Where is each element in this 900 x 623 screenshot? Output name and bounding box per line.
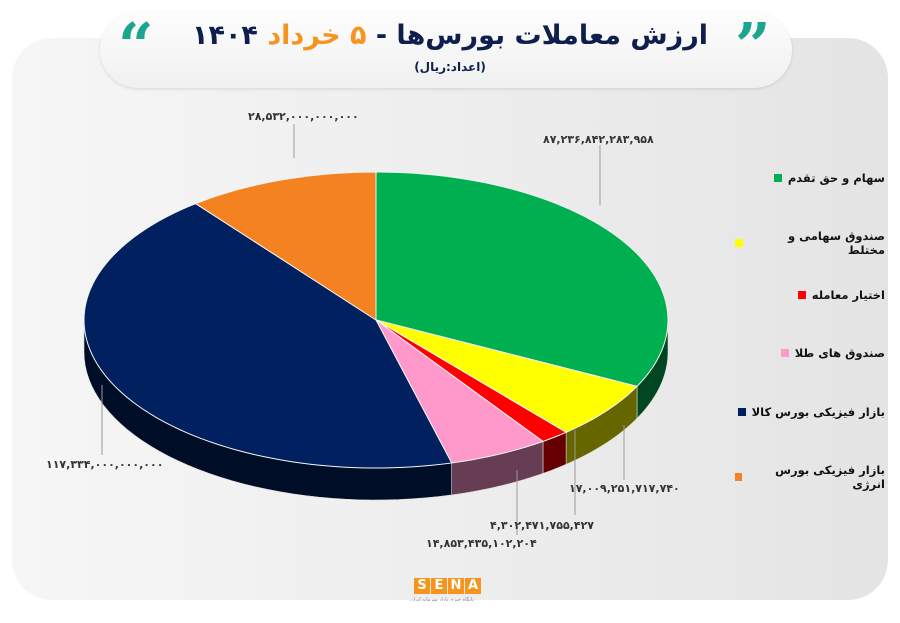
close-quote-icon: ” xyxy=(735,9,771,82)
value-label-4: ۱۱۷,۳۳۴,۰۰۰,۰۰۰,۰۰۰ xyxy=(46,458,164,471)
title-bar xyxy=(100,12,792,88)
value-label-1: ۱۷,۰۰۹,۲۵۱,۷۱۷,۷۴۰ xyxy=(569,482,680,495)
legend-label: سهام و حق تقدم xyxy=(787,171,885,185)
unit-subtitle: (اعداد:ریال) xyxy=(414,60,486,74)
value-label-2: ۴,۳۰۲,۴۷۱,۷۵۵,۴۲۷ xyxy=(490,519,594,532)
title-date: ۵ خرداد xyxy=(267,20,367,51)
pie-slice-0 xyxy=(375,171,669,387)
legend-item: صندوق های طلا xyxy=(735,346,885,360)
legend-item: سهام و حق تقدم xyxy=(735,171,885,185)
pie-slice-1 xyxy=(375,319,639,433)
legend-swatch-green xyxy=(773,174,782,182)
value-label-5: ۲۸,۵۳۲,۰۰۰,۰۰۰,۰۰۰ xyxy=(248,110,359,123)
legend-label: صندوق سهامی و مختلط xyxy=(787,229,885,257)
legend-label: اختیار معامله xyxy=(811,288,885,302)
value-label-0: ۸۷,۲۳۶,۸۴۲,۲۸۳,۹۵۸ xyxy=(543,133,654,146)
logo-letter: A xyxy=(465,578,481,594)
logo-letter: S xyxy=(414,578,430,594)
legend-swatch-navy xyxy=(737,408,746,416)
legend-label: بازار فیزیکی بورس انرژی xyxy=(775,463,885,491)
title-year: ۱۴۰۴ xyxy=(191,20,268,51)
legend-swatch-orange xyxy=(735,473,743,481)
legend-swatch-yellow xyxy=(735,239,743,247)
value-label-3: ۱۴,۸۵۳,۴۳۵,۱۰۲,۲۰۴ xyxy=(426,537,537,550)
legend-item: صندوق سهامی و مختلط xyxy=(735,229,885,257)
legend-label: بازار فیزیکی بورس کالا xyxy=(751,405,885,419)
pie-slice-4 xyxy=(83,203,453,469)
logo-letter: E xyxy=(431,578,447,594)
logo-tagline: پایگاه خبری بازار سرمایه ایران xyxy=(410,597,474,601)
legend-label: صندوق های طلا xyxy=(794,346,885,360)
legend-item: اختیار معامله xyxy=(735,288,885,302)
legend-swatch-red xyxy=(797,291,806,299)
legend-item: بازار فیزیکی بورس کالا xyxy=(735,405,885,419)
page-title: ارزش معاملات بورس‌ها - ۵ خرداد ۱۴۰۴ xyxy=(180,20,720,51)
title-main: ارزش معاملات بورس‌ها - xyxy=(366,20,708,51)
logo-letter: N xyxy=(448,578,464,594)
pie-slice-3 xyxy=(375,319,545,464)
legend-item: بازار فیزیکی بورس انرژی xyxy=(735,463,885,491)
open-quote-icon: “ xyxy=(118,9,154,82)
legend-swatch-pink xyxy=(780,349,789,357)
pie-slice-5 xyxy=(194,171,377,321)
